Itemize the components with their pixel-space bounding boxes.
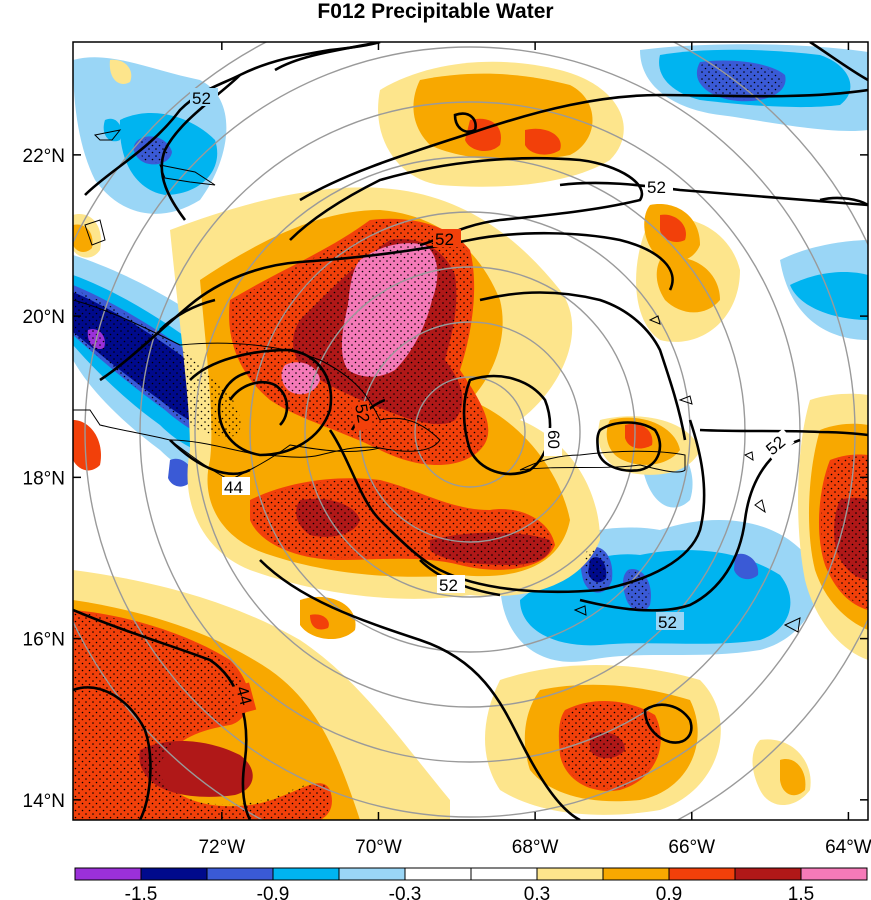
colorbar-swatch <box>140 867 208 881</box>
contours <box>73 42 868 820</box>
contour-label: 52 <box>192 89 211 108</box>
colorbar-label: 0.9 <box>656 884 682 900</box>
colorbar-swatch <box>404 867 472 881</box>
contour-label: 52 <box>351 402 373 424</box>
axis-tick-labels: 72°W 70°W 68°W 66°W 64°W 22°N 20°N 18°N 16°N 14°N <box>23 146 871 858</box>
lat-tick-label: 18°N <box>23 468 65 489</box>
colorbar-label: -1.5 <box>125 884 158 900</box>
lon-tick-label: 72°W <box>198 837 245 858</box>
lon-tick-label: 66°W <box>668 837 715 858</box>
contour-label: 44 <box>224 478 243 497</box>
colorbar-swatch <box>800 867 868 881</box>
colorbar-label: 0.3 <box>524 884 550 900</box>
colorbar-swatch <box>338 867 406 881</box>
lat-tick-label: 22°N <box>23 146 65 167</box>
colorbar-swatch <box>602 867 670 881</box>
plot-frame <box>72 41 869 821</box>
axis-ticks <box>73 42 868 820</box>
colorbar-swatch <box>536 867 604 881</box>
map-plot-area: 52 52 52 52 52 44 44 60 <box>23 41 871 858</box>
lat-tick-label: 20°N <box>23 307 65 328</box>
contour-label: 52 <box>435 230 454 249</box>
coastlines <box>73 129 801 633</box>
lat-tick-label: 14°N <box>23 791 65 812</box>
colorbar-swatch <box>668 867 736 881</box>
contour-label: 60 <box>544 430 563 449</box>
lon-tick-label: 64°W <box>825 837 871 858</box>
colorbar-swatch <box>470 867 538 881</box>
map-title: F012 Precipitable Water <box>317 0 554 23</box>
lon-tick-label: 68°W <box>512 837 559 858</box>
colorbar-swatch <box>734 867 802 881</box>
contour-label: 52 <box>647 178 666 197</box>
contour-label: 52 <box>439 576 458 595</box>
colorbar-swatch <box>74 867 142 881</box>
colorbar-swatch <box>272 867 340 881</box>
colorbar-swatch <box>206 867 274 881</box>
lon-tick-label: 70°W <box>355 837 402 858</box>
colorbar-label: 1.5 <box>788 884 814 900</box>
contour-label: 44 <box>232 684 255 707</box>
colorbar-label: -0.3 <box>389 884 422 900</box>
lat-tick-label: 16°N <box>23 630 65 651</box>
contour-labels: 52 52 52 52 52 44 44 60 <box>190 88 795 715</box>
colorbar: -1.5 -0.9 -0.3 0.3 0.9 1.5 <box>74 867 868 900</box>
anomaly-field: 52 52 52 52 52 44 44 60 <box>73 42 868 820</box>
colorbar-label: -0.9 <box>257 884 290 900</box>
contour-label: 52 <box>658 613 677 632</box>
